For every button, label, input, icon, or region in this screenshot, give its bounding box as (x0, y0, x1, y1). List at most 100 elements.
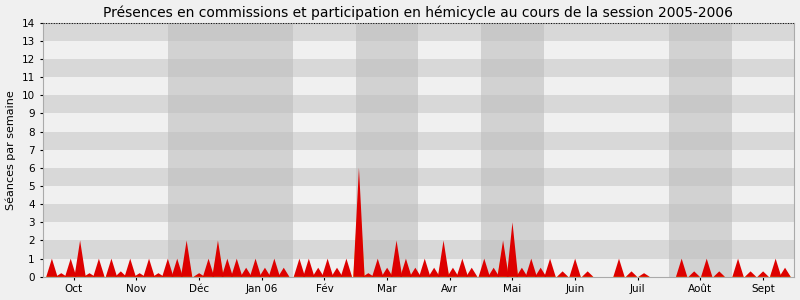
Polygon shape (362, 273, 374, 277)
Polygon shape (181, 241, 192, 277)
Polygon shape (638, 276, 650, 277)
Polygon shape (84, 275, 95, 277)
Polygon shape (526, 259, 537, 277)
Polygon shape (250, 259, 261, 277)
Polygon shape (745, 276, 756, 277)
Polygon shape (429, 272, 440, 277)
Polygon shape (638, 275, 650, 277)
Polygon shape (457, 275, 468, 277)
Polygon shape (212, 241, 223, 277)
Polygon shape (362, 275, 374, 277)
Polygon shape (231, 275, 242, 277)
Polygon shape (362, 276, 374, 277)
Polygon shape (322, 275, 334, 277)
Bar (42, 168, 794, 186)
Polygon shape (294, 275, 305, 277)
Polygon shape (733, 268, 744, 277)
Polygon shape (516, 276, 527, 277)
Polygon shape (212, 273, 223, 277)
Polygon shape (94, 259, 105, 277)
Polygon shape (278, 272, 290, 277)
Polygon shape (294, 268, 305, 277)
Polygon shape (134, 273, 146, 277)
Polygon shape (701, 268, 712, 277)
Polygon shape (171, 275, 183, 277)
Polygon shape (478, 275, 490, 277)
Polygon shape (303, 268, 314, 277)
Polygon shape (203, 275, 214, 277)
Polygon shape (106, 275, 117, 277)
Polygon shape (714, 276, 725, 277)
Polygon shape (250, 268, 261, 277)
Polygon shape (231, 268, 242, 277)
Polygon shape (419, 259, 430, 277)
Polygon shape (498, 244, 509, 277)
Polygon shape (171, 259, 183, 277)
Polygon shape (313, 268, 324, 277)
Polygon shape (354, 186, 365, 277)
Polygon shape (181, 250, 192, 277)
Polygon shape (106, 259, 117, 277)
Polygon shape (382, 268, 393, 277)
Polygon shape (115, 276, 126, 277)
Polygon shape (733, 275, 744, 277)
Polygon shape (557, 276, 568, 277)
Polygon shape (488, 276, 499, 277)
Polygon shape (143, 274, 154, 277)
Polygon shape (582, 272, 594, 277)
Polygon shape (400, 262, 411, 277)
Polygon shape (115, 272, 126, 277)
Polygon shape (488, 268, 499, 277)
Polygon shape (194, 273, 205, 277)
Polygon shape (779, 268, 790, 277)
Polygon shape (259, 268, 270, 277)
Polygon shape (570, 259, 581, 277)
Bar (356, 22, 418, 277)
Polygon shape (516, 268, 527, 277)
Polygon shape (74, 241, 86, 277)
Polygon shape (478, 268, 490, 277)
Polygon shape (457, 262, 468, 277)
Polygon shape (419, 275, 430, 277)
Polygon shape (516, 272, 527, 277)
Polygon shape (457, 259, 468, 277)
Polygon shape (84, 273, 95, 277)
Polygon shape (447, 272, 458, 277)
Polygon shape (269, 275, 280, 277)
Polygon shape (106, 268, 117, 277)
Polygon shape (56, 275, 67, 277)
Polygon shape (770, 259, 782, 277)
Polygon shape (259, 272, 270, 277)
Polygon shape (94, 266, 105, 277)
Polygon shape (372, 268, 383, 277)
Polygon shape (689, 272, 700, 277)
Polygon shape (171, 268, 183, 277)
Polygon shape (701, 275, 712, 277)
Polygon shape (582, 276, 594, 277)
Polygon shape (125, 266, 136, 277)
Polygon shape (557, 274, 568, 277)
Polygon shape (331, 268, 342, 277)
Polygon shape (65, 275, 76, 277)
Polygon shape (341, 268, 352, 277)
Polygon shape (557, 272, 568, 277)
Polygon shape (779, 275, 790, 277)
Polygon shape (498, 274, 509, 277)
Polygon shape (545, 275, 556, 277)
Polygon shape (391, 250, 402, 277)
Polygon shape (570, 268, 581, 277)
Polygon shape (84, 276, 95, 277)
Bar (42, 22, 794, 41)
Bar (42, 132, 794, 150)
Polygon shape (478, 259, 490, 277)
Polygon shape (382, 272, 393, 277)
Polygon shape (526, 275, 537, 277)
Polygon shape (626, 272, 637, 277)
Polygon shape (46, 274, 58, 277)
Polygon shape (134, 276, 146, 277)
Polygon shape (447, 276, 458, 277)
Polygon shape (181, 273, 192, 277)
Polygon shape (303, 275, 314, 277)
Polygon shape (241, 272, 252, 277)
Polygon shape (94, 275, 105, 277)
